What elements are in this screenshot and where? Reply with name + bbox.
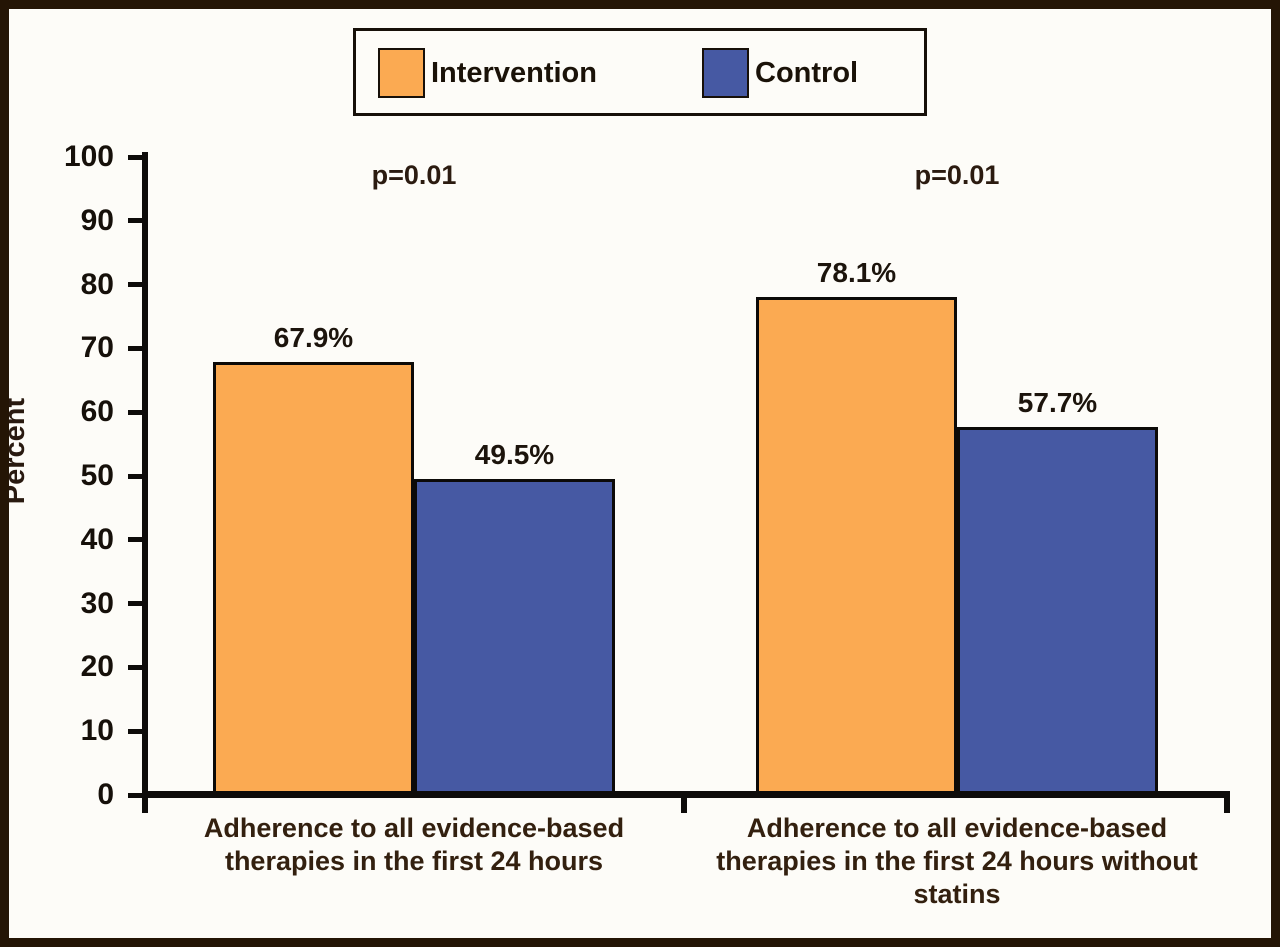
y-tick-mark: [128, 664, 142, 670]
y-tick-label: 40: [80, 522, 114, 556]
bar-control-group2: [957, 426, 1158, 798]
legend-swatch-control-icon: [702, 48, 749, 98]
y-tick-label: 90: [80, 203, 114, 237]
x-category-label: Adherence to all evidence-based therapie…: [716, 813, 1198, 909]
y-tick-mark: [128, 601, 142, 607]
p-value-label: p=0.01: [371, 160, 457, 190]
legend-item-control: Control: [702, 48, 858, 98]
y-axis-line: [142, 152, 148, 813]
bar-value-label: 57.7%: [1017, 386, 1098, 418]
x-axis-tick: [1224, 795, 1230, 813]
bar-value-label: 78.1%: [816, 256, 897, 288]
x-axis-tick: [681, 795, 687, 813]
x-axis-line: [142, 791, 1230, 798]
y-tick-mark: [128, 728, 142, 734]
bar-intervention-group1: [213, 361, 414, 798]
p-value-label: p=0.01: [914, 160, 1000, 190]
legend: Intervention Control: [353, 28, 927, 116]
y-tick-label: 50: [80, 459, 114, 492]
y-tick-label: 30: [80, 586, 114, 620]
y-tick-mark: [128, 154, 142, 160]
y-axis-title: Percent: [0, 397, 31, 505]
y-tick-mark: [128, 218, 142, 224]
y-tick-mark: [128, 345, 142, 351]
bar-intervention-group2: [756, 296, 957, 798]
bar-value-label: 49.5%: [474, 439, 555, 471]
y-tick-mark: [128, 409, 142, 415]
legend-item-intervention: Intervention: [378, 48, 597, 98]
legend-label-intervention: Intervention: [431, 56, 597, 89]
legend-swatch-intervention-icon: [378, 48, 425, 98]
y-tick-label: 100: [63, 140, 114, 173]
bar-control-group1: [414, 479, 615, 798]
y-tick-label: 10: [80, 714, 114, 748]
y-tick-mark: [128, 473, 142, 479]
y-tick-mark: [128, 792, 142, 798]
y-tick-label: 20: [80, 650, 114, 684]
y-tick-mark: [128, 537, 142, 543]
y-tick-label: 0: [97, 778, 114, 811]
y-tick-label: 70: [80, 331, 114, 365]
y-tick-label: 60: [80, 395, 114, 429]
x-category-label: Adherence to all evidence-based therapie…: [203, 813, 625, 876]
y-tick-label: 80: [80, 267, 114, 301]
y-tick-mark: [128, 282, 142, 288]
legend-label-control: Control: [755, 56, 859, 89]
bar-value-label: 67.9%: [273, 321, 354, 353]
